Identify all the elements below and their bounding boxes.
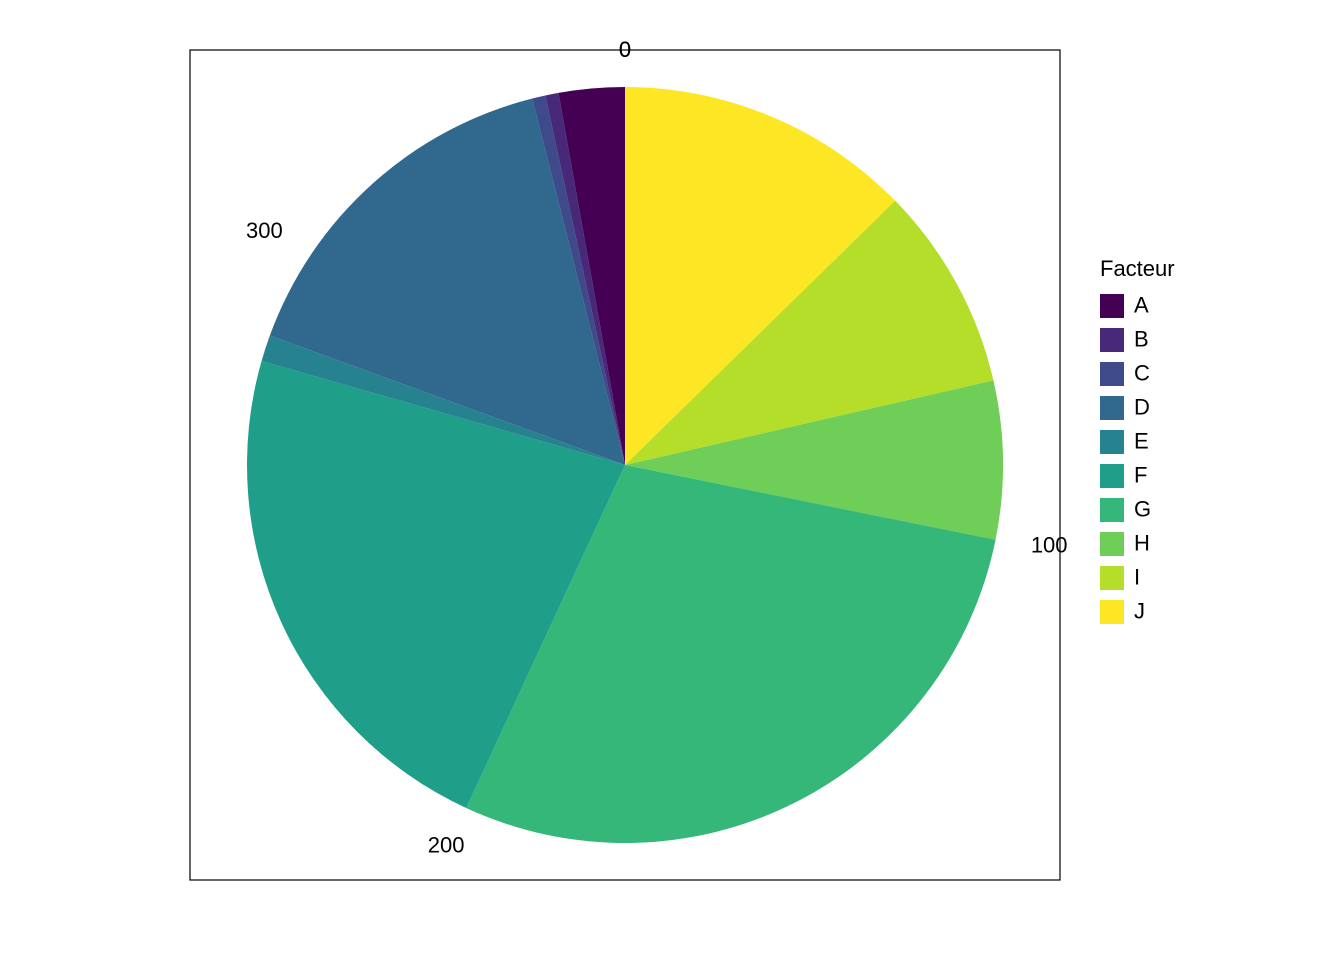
chart-container: 01002003000 FacteurABCDEFGHIJ xyxy=(0,0,1344,960)
tick-label-4: 0 xyxy=(619,37,631,62)
legend-swatch-G xyxy=(1100,498,1124,522)
legend-swatch-F xyxy=(1100,464,1124,488)
legend-label-J: J xyxy=(1134,599,1145,624)
legend-swatch-B xyxy=(1100,328,1124,352)
tick-label-1: 100 xyxy=(1031,533,1068,558)
tick-label-3: 300 xyxy=(246,218,283,243)
legend-swatch-D xyxy=(1100,396,1124,420)
legend-label-I: I xyxy=(1134,565,1140,590)
legend-swatch-J xyxy=(1100,600,1124,624)
legend-label-E: E xyxy=(1134,429,1149,454)
legend-label-A: A xyxy=(1134,293,1149,318)
legend-label-H: H xyxy=(1134,531,1150,556)
legend-swatch-H xyxy=(1100,532,1124,556)
pie-slices-group xyxy=(247,87,1003,843)
legend-label-D: D xyxy=(1134,395,1150,420)
legend-swatch-A xyxy=(1100,294,1124,318)
legend-group: Facteur ABCDEFGHIJ xyxy=(1100,256,1175,624)
pie-chart-svg: 01002003000 FacteurABCDEFGHIJ xyxy=(0,0,1344,960)
legend-label-C: C xyxy=(1134,361,1150,386)
legend-label-F: F xyxy=(1134,463,1147,488)
legend-swatch-C xyxy=(1100,362,1124,386)
legend-swatch-E xyxy=(1100,430,1124,454)
tick-label-2: 200 xyxy=(428,832,465,857)
legend-label-B: B xyxy=(1134,327,1149,352)
legend-swatch-I xyxy=(1100,566,1124,590)
legend-label-G: G xyxy=(1134,497,1151,522)
legend-title: Facteur xyxy=(1100,256,1175,281)
